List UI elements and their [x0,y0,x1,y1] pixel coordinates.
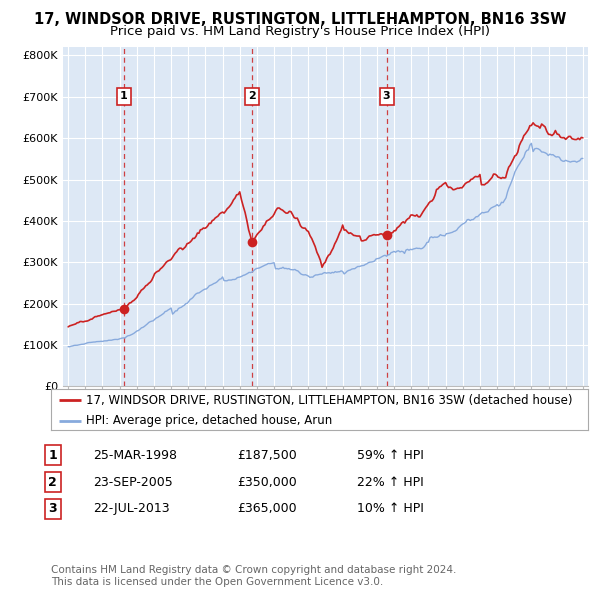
Text: Price paid vs. HM Land Registry's House Price Index (HPI): Price paid vs. HM Land Registry's House … [110,25,490,38]
Text: £365,000: £365,000 [237,502,296,515]
Text: HPI: Average price, detached house, Arun: HPI: Average price, detached house, Arun [86,414,332,427]
Text: 1: 1 [49,449,57,462]
Text: 25-MAR-1998: 25-MAR-1998 [93,449,177,462]
Text: 59% ↑ HPI: 59% ↑ HPI [357,449,424,462]
Text: Contains HM Land Registry data © Crown copyright and database right 2024.
This d: Contains HM Land Registry data © Crown c… [51,565,457,587]
Text: 23-SEP-2005: 23-SEP-2005 [93,476,173,489]
Text: 3: 3 [49,502,57,515]
Text: 22-JUL-2013: 22-JUL-2013 [93,502,170,515]
Text: 17, WINDSOR DRIVE, RUSTINGTON, LITTLEHAMPTON, BN16 3SW: 17, WINDSOR DRIVE, RUSTINGTON, LITTLEHAM… [34,12,566,27]
Text: 3: 3 [383,91,391,101]
Text: 2: 2 [49,476,57,489]
Text: 22% ↑ HPI: 22% ↑ HPI [357,476,424,489]
Text: 17, WINDSOR DRIVE, RUSTINGTON, LITTLEHAMPTON, BN16 3SW (detached house): 17, WINDSOR DRIVE, RUSTINGTON, LITTLEHAM… [86,394,572,407]
Text: £187,500: £187,500 [237,449,297,462]
Text: £350,000: £350,000 [237,476,297,489]
Text: 10% ↑ HPI: 10% ↑ HPI [357,502,424,515]
Text: 2: 2 [248,91,256,101]
Text: 1: 1 [119,91,127,101]
